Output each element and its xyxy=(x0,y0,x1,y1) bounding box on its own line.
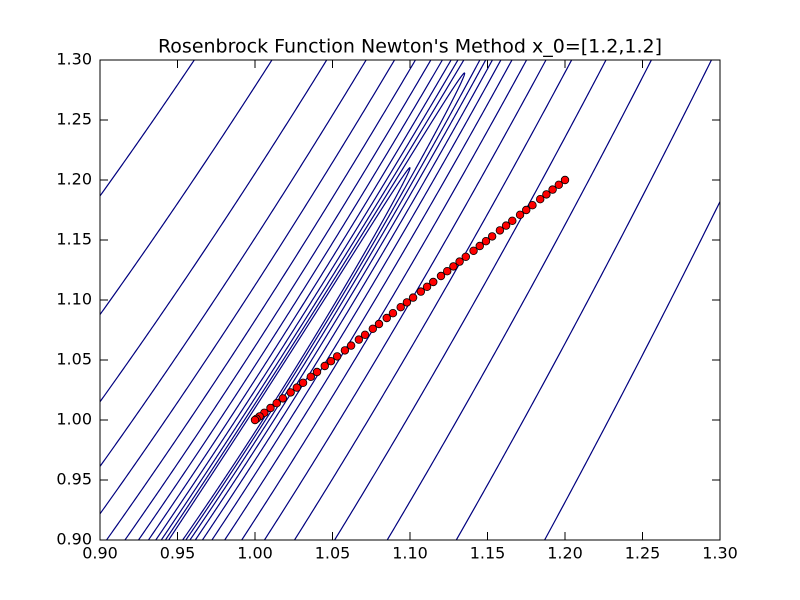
newton-iterate xyxy=(495,226,505,235)
y-tick-label: 1.05 xyxy=(56,350,92,369)
contour-line xyxy=(167,167,411,540)
newton-iterate xyxy=(416,287,426,296)
x-tick-label: 1.10 xyxy=(392,544,428,563)
x-tick-label: 1.25 xyxy=(625,544,661,563)
newton-iterate xyxy=(320,361,329,371)
newton-iterate xyxy=(429,277,438,287)
newton-iterate xyxy=(422,282,432,291)
y-tick-label: 1.20 xyxy=(56,170,92,189)
newton-iterate xyxy=(461,252,470,261)
newton-iterate xyxy=(487,232,497,241)
newton-iterate xyxy=(536,194,545,204)
newton-iterate xyxy=(554,180,563,189)
newton-iterate xyxy=(542,190,551,199)
y-tick-label: 1.25 xyxy=(56,110,92,129)
newton-iterate xyxy=(292,383,302,392)
newton-iterate xyxy=(528,200,537,210)
x-tick-label: 1.20 xyxy=(547,544,583,563)
newton-iterate xyxy=(374,319,384,329)
y-tick-label: 1.30 xyxy=(56,50,92,69)
newton-iterate xyxy=(443,267,452,276)
y-tick-label: 1.15 xyxy=(56,230,92,249)
newton-iterate xyxy=(368,324,377,333)
newton-iterate xyxy=(402,298,412,307)
newton-iterate xyxy=(312,367,322,377)
x-tick-label: 1.15 xyxy=(470,544,506,563)
newton-iterate xyxy=(382,313,391,323)
y-tick-label: 1.00 xyxy=(56,410,92,429)
contour-line xyxy=(164,72,466,540)
newton-iterate xyxy=(332,352,342,361)
x-tick-label: 1.05 xyxy=(315,544,351,563)
newton-iterate xyxy=(449,262,458,271)
y-tick-label: 0.90 xyxy=(56,530,92,549)
newton-iterate xyxy=(354,335,364,344)
y-tick-label: 1.10 xyxy=(56,290,92,309)
newton-iterate xyxy=(286,388,295,397)
x-tick-label: 0.95 xyxy=(160,544,196,563)
newton-iterate xyxy=(481,236,491,246)
newton-iterate xyxy=(522,205,531,215)
newton-iterate xyxy=(508,216,517,225)
newton-iterate xyxy=(298,378,308,387)
y-tick-label: 0.95 xyxy=(56,470,92,489)
newton-iterate xyxy=(455,257,464,266)
chart-title: Rosenbrock Function Newton's Method x_0=… xyxy=(158,36,662,58)
x-tick-label: 1.00 xyxy=(237,544,273,563)
newton-iterate xyxy=(436,271,446,281)
newton-iterate xyxy=(501,221,511,230)
newton-iterate xyxy=(306,372,315,381)
newton-iterate xyxy=(360,330,370,339)
newton-iterate xyxy=(272,399,281,408)
newton-iterate xyxy=(560,175,570,185)
x-tick-label: 1.30 xyxy=(702,544,738,563)
newton-iterate xyxy=(278,394,288,403)
newton-iterate xyxy=(266,403,275,413)
newton-iterate xyxy=(515,210,525,219)
newton-iterate xyxy=(469,246,478,255)
newton-iterate xyxy=(340,346,350,355)
newton-iterate xyxy=(408,293,418,302)
newton-iterate xyxy=(388,309,398,318)
newton-iterate xyxy=(326,357,336,366)
newton-iterate xyxy=(475,241,484,251)
x-tick-label: 0.90 xyxy=(82,544,118,563)
newton-iterate xyxy=(346,341,356,350)
newton-iterate xyxy=(396,303,405,312)
newton-iterate xyxy=(548,185,557,194)
newton-iterate xyxy=(250,415,260,425)
